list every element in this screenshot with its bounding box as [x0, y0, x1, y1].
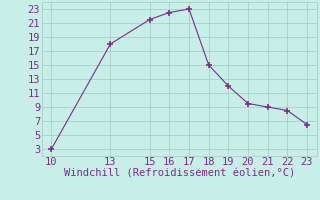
X-axis label: Windchill (Refroidissement éolien,°C): Windchill (Refroidissement éolien,°C)	[64, 169, 295, 179]
